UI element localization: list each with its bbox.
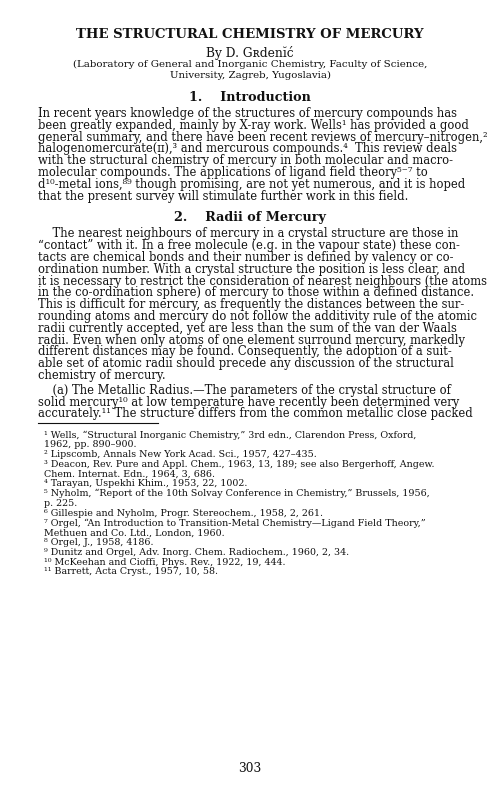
Text: Chem. Internat. Edn., 1964, 3, 686.: Chem. Internat. Edn., 1964, 3, 686.: [38, 469, 215, 479]
Text: in the co-ordination sphere) of mercury to those within a defined distance.: in the co-ordination sphere) of mercury …: [38, 286, 474, 299]
Text: molecular compounds. The applications of ligand field theory⁵⁻⁷ to: molecular compounds. The applications of…: [38, 166, 428, 179]
Text: been greatly expanded, mainly by X-ray work. Wells¹ has provided a good: been greatly expanded, mainly by X-ray w…: [38, 119, 469, 132]
Text: radii. Even when only atoms of one element surround mercury, markedly: radii. Even when only atoms of one eleme…: [38, 333, 465, 347]
Text: with the structural chemistry of mercury in both molecular and macro-: with the structural chemistry of mercury…: [38, 154, 453, 167]
Text: radii currently accepted, yet are less than the sum of the van der Waals: radii currently accepted, yet are less t…: [38, 321, 457, 335]
Text: solid mercury¹⁰ at low temperature have recently been determined very: solid mercury¹⁰ at low temperature have …: [38, 395, 459, 409]
Text: ⁸ Orgel, J., 1958, 4186.: ⁸ Orgel, J., 1958, 4186.: [38, 538, 154, 547]
Text: it is necessary to restrict the consideration of nearest neighbours (the atoms: it is necessary to restrict the consider…: [38, 274, 487, 288]
Text: ⁴ Tarayan, Uspekhi Khim., 1953, 22, 1002.: ⁴ Tarayan, Uspekhi Khim., 1953, 22, 1002…: [38, 479, 248, 488]
Text: general summary, and there have been recent reviews of mercury–nitrogen,²: general summary, and there have been rec…: [38, 130, 488, 144]
Text: rounding atoms and mercury do not follow the additivity rule of the atomic: rounding atoms and mercury do not follow…: [38, 310, 477, 323]
Text: ² Lipscomb, Annals New York Acad. Sci., 1957, 427–435.: ² Lipscomb, Annals New York Acad. Sci., …: [38, 450, 317, 459]
Text: accurately.¹¹ The structure differs from the common metallic close packed: accurately.¹¹ The structure differs from…: [38, 407, 473, 421]
Text: 1962, pp. 890–900.: 1962, pp. 890–900.: [38, 440, 136, 449]
Text: (a) The Metallic Radius.—The parameters of the crystal structure of: (a) The Metallic Radius.—The parameters …: [38, 384, 451, 397]
Text: able set of atomic radii should precede any discussion of the structural: able set of atomic radii should precede …: [38, 357, 454, 370]
Text: 1.    Introduction: 1. Introduction: [189, 91, 311, 104]
Text: “contact” with it. In a free molecule (e.g. in the vapour state) these con-: “contact” with it. In a free molecule (e…: [38, 239, 460, 252]
Text: University, Zagreb, Yugoslavia): University, Zagreb, Yugoslavia): [170, 71, 330, 80]
Text: ordination number. With a crystal structure the position is less clear, and: ordination number. With a crystal struct…: [38, 263, 465, 276]
Text: that the present survey will stimulate further work in this field.: that the present survey will stimulate f…: [38, 189, 408, 203]
Text: This is difficult for mercury, as frequently the distances between the sur-: This is difficult for mercury, as freque…: [38, 298, 464, 311]
Text: By D. Gʀdenĭć: By D. Gʀdenĭć: [206, 46, 294, 60]
Text: (Laboratory of General and Inorganic Chemistry, Faculty of Science,: (Laboratory of General and Inorganic Che…: [73, 60, 427, 69]
Text: chemistry of mercury.: chemistry of mercury.: [38, 369, 166, 382]
Text: In recent years knowledge of the structures of mercury compounds has: In recent years knowledge of the structu…: [38, 107, 457, 120]
Text: The nearest neighbours of mercury in a crystal structure are those in: The nearest neighbours of mercury in a c…: [38, 227, 459, 241]
Text: ³ Deacon, Rev. Pure and Appl. Chem., 1963, 13, 189; see also Bergerhoff, Angew.: ³ Deacon, Rev. Pure and Appl. Chem., 196…: [38, 460, 434, 468]
Text: ¹⁰ McKeehan and Cioffi, Phys. Rev., 1922, 19, 444.: ¹⁰ McKeehan and Cioffi, Phys. Rev., 1922…: [38, 557, 286, 567]
Text: ⁹ Dunitz and Orgel, Adv. Inorg. Chem. Radiochem., 1960, 2, 34.: ⁹ Dunitz and Orgel, Adv. Inorg. Chem. Ra…: [38, 548, 349, 556]
Text: ⁶ Gillespie and Nyholm, Progr. Stereochem., 1958, 2, 261.: ⁶ Gillespie and Nyholm, Progr. Stereoche…: [38, 509, 323, 518]
Text: ¹ Wells, “Structural Inorganic Chemistry,” 3rd edn., Clarendon Press, Oxford,: ¹ Wells, “Structural Inorganic Chemistry…: [38, 430, 416, 439]
Text: 2.    Radii of Mercury: 2. Radii of Mercury: [174, 211, 326, 224]
Text: different distances may be found. Consequently, the adoption of a suit-: different distances may be found. Conseq…: [38, 345, 452, 358]
Text: d¹⁰-metal ions,⁸⁹ though promising, are not yet numerous, and it is hoped: d¹⁰-metal ions,⁸⁹ though promising, are …: [38, 178, 465, 191]
Text: ¹¹ Barrett, Acta Cryst., 1957, 10, 58.: ¹¹ Barrett, Acta Cryst., 1957, 10, 58.: [38, 567, 218, 576]
Text: p. 225.: p. 225.: [38, 499, 77, 508]
Text: THE STRUCTURAL CHEMISTRY OF MERCURY: THE STRUCTURAL CHEMISTRY OF MERCURY: [76, 28, 424, 41]
Text: ⁵ Nyholm, “Report of the 10th Solvay Conference in Chemistry,” Brussels, 1956,: ⁵ Nyholm, “Report of the 10th Solvay Con…: [38, 489, 430, 498]
Text: tacts are chemical bonds and their number is defined by valency or co-: tacts are chemical bonds and their numbe…: [38, 251, 454, 264]
Text: Methuen and Co. Ltd., London, 1960.: Methuen and Co. Ltd., London, 1960.: [38, 528, 224, 537]
Text: ⁷ Orgel, “An Introduction to Transition-Metal Chemistry—Ligand Field Theory,”: ⁷ Orgel, “An Introduction to Transition-…: [38, 519, 426, 527]
Text: 303: 303: [238, 762, 262, 775]
Text: halogenomercurate(ɪɪ),³ and mercurous compounds.⁴  This review deals: halogenomercurate(ɪɪ),³ and mercurous co…: [38, 142, 457, 156]
